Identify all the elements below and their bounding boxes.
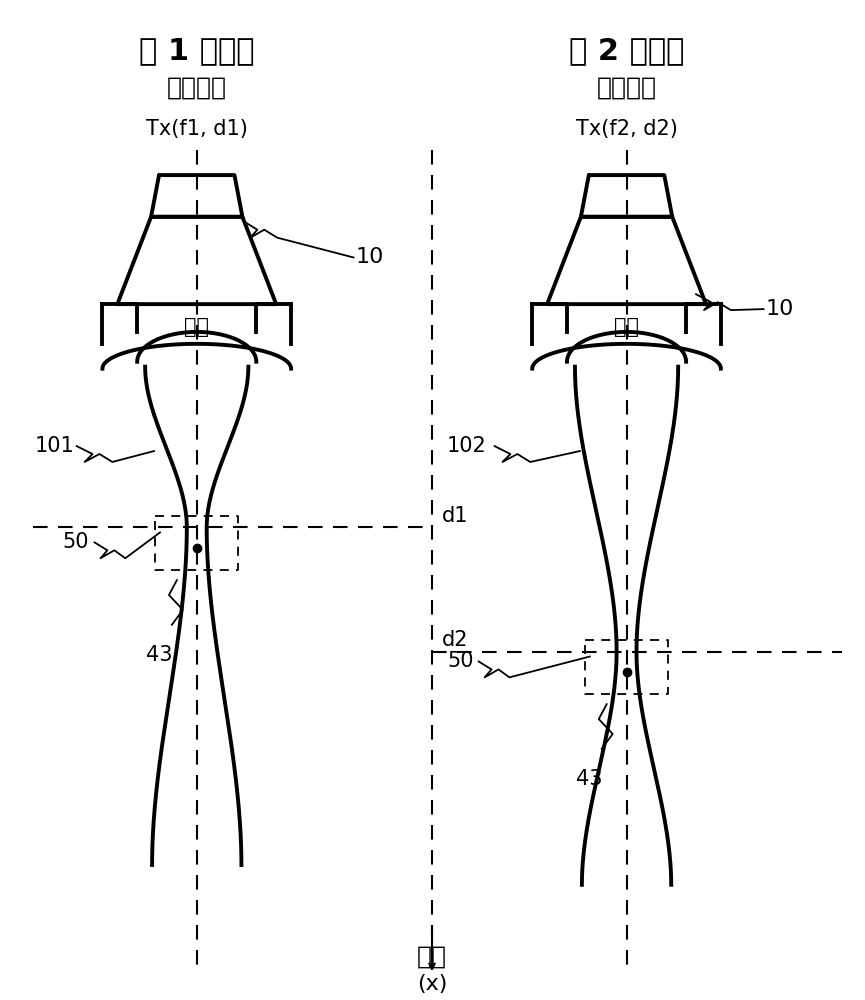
Text: Tx(f2, d2): Tx(f2, d2) [575,119,677,139]
Text: d1: d1 [442,506,469,526]
Text: 第 1 超声束: 第 1 超声束 [139,36,254,65]
Text: 深度: 深度 [417,944,447,968]
Text: （高频）: （高频） [167,76,227,100]
Text: 50: 50 [447,651,473,671]
Text: 10: 10 [766,299,794,319]
Text: 10: 10 [356,247,384,267]
Text: （低频）: （低频） [597,76,657,100]
Text: 第 2 超声束: 第 2 超声束 [569,36,684,65]
Text: d2: d2 [442,630,469,650]
Text: 43: 43 [575,769,602,789]
Text: 探头: 探头 [614,317,639,337]
Text: 探头: 探头 [184,317,209,337]
Text: 43: 43 [146,645,172,665]
Text: 50: 50 [63,532,89,552]
Text: Tx(f1, d1): Tx(f1, d1) [146,119,247,139]
Text: (x): (x) [417,974,447,994]
Text: 102: 102 [447,436,487,456]
Text: 101: 101 [35,436,74,456]
